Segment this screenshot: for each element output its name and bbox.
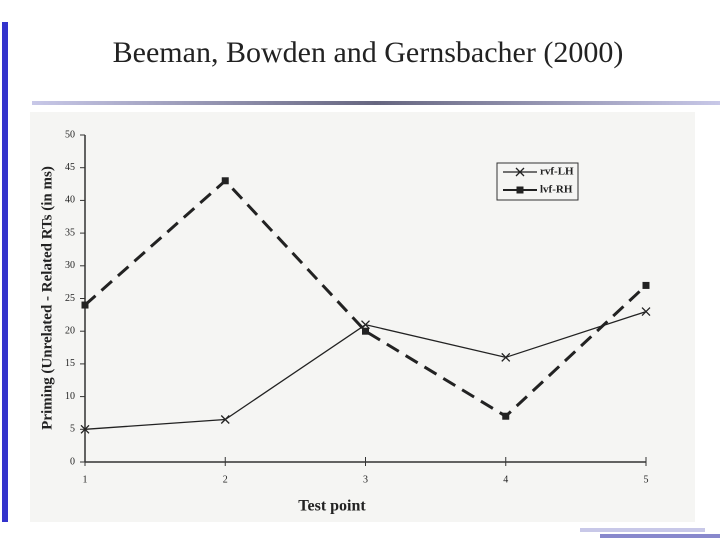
- marker: [80, 424, 90, 434]
- y-tick-label: 35: [65, 227, 75, 238]
- y-tick-label: 45: [65, 162, 75, 173]
- chart-image: [30, 112, 695, 522]
- side-bar: [2, 22, 8, 522]
- corner-decoration: [580, 528, 705, 532]
- marker: [362, 327, 369, 335]
- x-tick-label: 2: [223, 474, 228, 485]
- slide-title: Beeman, Bowden and Gernsbacher (2000): [113, 36, 624, 69]
- x-axis-label: Test point: [298, 498, 366, 515]
- marker: [81, 301, 89, 309]
- marker: [502, 412, 510, 420]
- marker: [501, 352, 511, 362]
- y-tick-label: 20: [65, 325, 75, 336]
- y-axis-label: Priming (Unrelated - Related RTs (in ms): [39, 166, 55, 430]
- x-tick-label: 1: [83, 474, 88, 485]
- marker: [221, 177, 229, 185]
- y-tick-label: 40: [65, 195, 75, 206]
- legend-marker: [516, 186, 524, 194]
- legend-label: lvf-RH: [540, 184, 573, 196]
- y-tick-label: 0: [70, 456, 75, 467]
- corner-decoration: [600, 534, 720, 538]
- marker: [642, 281, 650, 289]
- y-tick-label: 15: [65, 358, 75, 369]
- marker: [641, 307, 651, 317]
- y-tick-label: 30: [65, 260, 75, 271]
- y-tick-label: 10: [65, 391, 75, 402]
- legend-marker: [515, 167, 525, 177]
- marker: [220, 415, 230, 424]
- legend-label: rvf-LH: [540, 166, 574, 178]
- legend: [496, 162, 579, 201]
- x-tick-label: 4: [503, 474, 508, 485]
- marker: [361, 320, 370, 330]
- x-tick-label: 5: [644, 474, 649, 485]
- y-tick-label: 5: [70, 424, 75, 435]
- series-line: [84, 178, 648, 419]
- y-tick-label: 25: [65, 293, 75, 304]
- y-tick-label: 50: [65, 129, 75, 140]
- x-tick-label: 3: [363, 474, 368, 485]
- title-rule: [32, 101, 720, 105]
